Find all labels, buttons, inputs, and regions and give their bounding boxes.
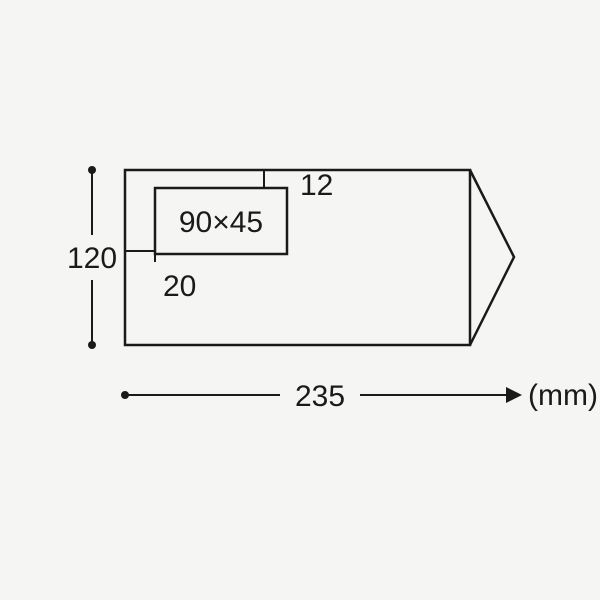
window-left-offset-label: 20 [163, 270, 196, 303]
window-size-label: 90×45 [179, 206, 263, 239]
unit-label: (mm) [528, 379, 598, 412]
envelope-flap [470, 170, 514, 345]
width-label: 235 [295, 380, 345, 413]
height-label: 120 [67, 242, 117, 275]
envelope-body [125, 170, 470, 345]
window-top-offset-label: 12 [300, 169, 333, 202]
envelope-diagram: 90×45 120 235 (mm) 12 20 [0, 0, 600, 600]
